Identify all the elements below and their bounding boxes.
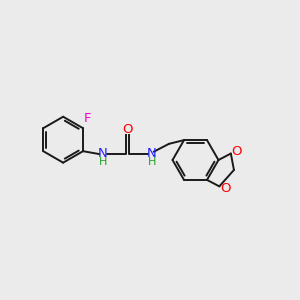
- Text: O: O: [220, 182, 231, 195]
- Text: O: O: [122, 124, 132, 136]
- Text: N: N: [98, 147, 108, 160]
- Text: F: F: [84, 112, 91, 125]
- Text: O: O: [232, 145, 242, 158]
- Text: H: H: [147, 157, 156, 167]
- Text: N: N: [146, 147, 156, 160]
- Text: H: H: [99, 157, 107, 167]
